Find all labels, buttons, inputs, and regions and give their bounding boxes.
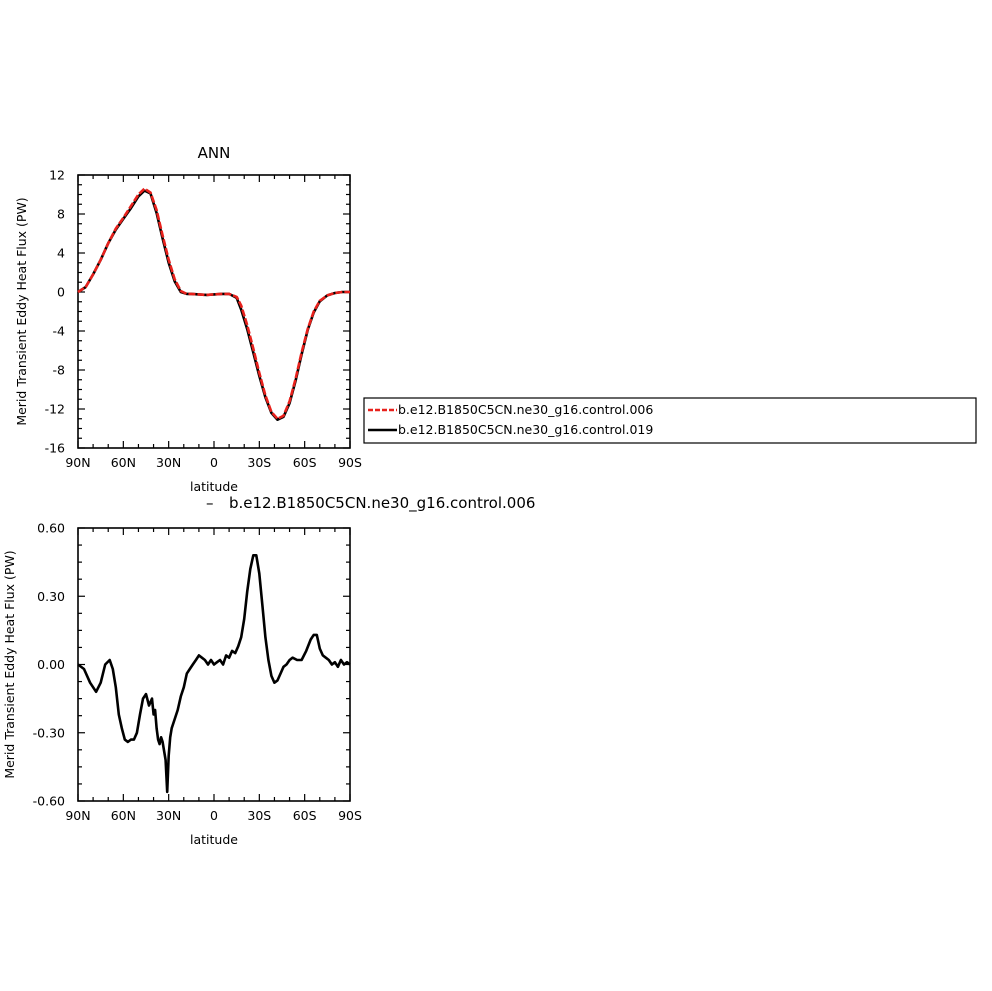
x-tick-label: 60S (293, 455, 317, 470)
y-tick-label: 0.60 (37, 521, 65, 536)
x-tick-label: 60N (111, 808, 136, 823)
series-lines (77, 553, 351, 794)
x-tick-label: 0 (210, 455, 218, 470)
legend-box (363, 397, 977, 444)
y-tick-label: -8 (53, 363, 66, 378)
y-tick-label: -0.60 (33, 794, 65, 809)
legend: b.e12.B1850C5CN.ne30_g16.control.006 b.e… (363, 397, 977, 444)
x-tick-label: 90S (338, 455, 362, 470)
y-tick-label: -12 (45, 402, 65, 417)
x-tick-label: 60N (111, 455, 136, 470)
series-line-1 (77, 553, 351, 794)
x-tick-label: 30N (156, 455, 181, 470)
annual-flux-panel: ANN 90N 60N 30N 0 30S 60S 90S 12840-4-8-12-16 … (14, 144, 362, 494)
plot-frame (77, 174, 351, 449)
x-tick-label: 30S (247, 455, 271, 470)
series-line-1 (77, 187, 350, 421)
x-tick-label: 60S (293, 808, 317, 823)
x-tick-labels: 90N 60N 30N 0 30S 60S 90S (65, 455, 362, 470)
y-axis-title: Merid Transient Eddy Heat Flux (PW) (2, 550, 17, 778)
x-tick-labels: 90N 60N 30N 0 30S 60S 90S (65, 808, 362, 823)
x-tick-label: 90N (65, 455, 90, 470)
difference-title: b.e12.B1850C5CN.ne30_g16.control.006 (229, 494, 535, 513)
x-tick-label: 90N (65, 808, 90, 823)
y-tick-label: -16 (45, 441, 65, 456)
series-lines (77, 187, 350, 422)
legend-label-series-1: b.e12.B1850C5CN.ne30_g16.control.006 (398, 402, 653, 417)
difference-panel: – b.e12.B1850C5CN.ne30_g16.control.006 9… (2, 494, 535, 847)
difference-title-marker: – (206, 494, 214, 512)
x-tick-label: 30S (247, 808, 271, 823)
y-tick-labels: 0.60 0.30 0.00 -0.30 -0.60 (33, 521, 65, 809)
y-tick-label: 12 (49, 168, 65, 183)
y-axis-title: Merid Transient Eddy Heat Flux (PW) (14, 197, 29, 425)
y-tick-label: -0.30 (33, 725, 65, 740)
tick-marks (77, 174, 351, 449)
y-tick-labels: 12 8 4 0 -4 -8 -12 -16 (45, 168, 65, 456)
x-tick-label: 30N (156, 808, 181, 823)
x-axis-title: latitude (190, 832, 238, 847)
chart-title: ANN (198, 144, 231, 162)
legend-label-series-2: b.e12.B1850C5CN.ne30_g16.control.019 (398, 422, 653, 437)
y-tick-label: 8 (57, 207, 65, 222)
y-tick-label: 0 (57, 285, 65, 300)
tick-marks (77, 527, 351, 802)
x-tick-label: 0 (210, 808, 218, 823)
y-tick-label: 0.00 (37, 657, 65, 672)
series-line-2 (77, 189, 350, 422)
x-tick-label: 90S (338, 808, 362, 823)
x-axis-title: latitude (190, 479, 238, 494)
y-tick-label: -4 (53, 324, 66, 339)
y-tick-label: 4 (57, 246, 65, 261)
y-tick-label: 0.30 (37, 589, 65, 604)
